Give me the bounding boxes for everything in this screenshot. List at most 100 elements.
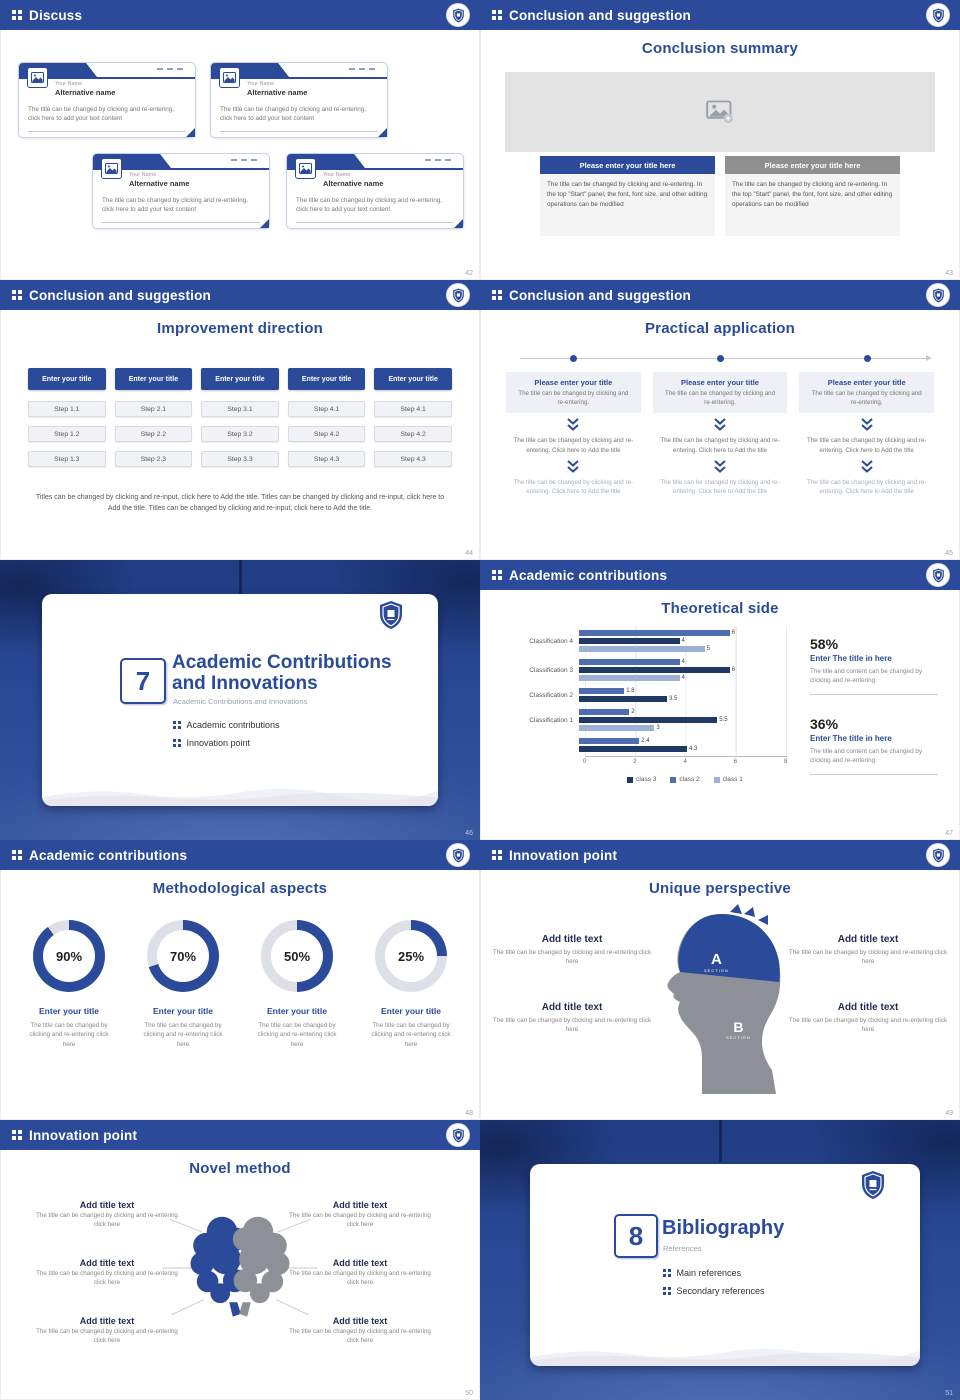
chart-bar	[579, 630, 730, 636]
step-item[interactable]: Step 3.1	[201, 401, 279, 417]
step-item[interactable]: Step 4.3	[287, 451, 366, 467]
slide-43-conclusion-summary[interactable]: Conclusion and suggestion Conclusion sum…	[480, 0, 960, 280]
title-box[interactable]: Please enter your title The title can be …	[799, 372, 935, 414]
enter-title-button[interactable]: Enter your title	[28, 368, 106, 390]
step-item[interactable]: Step 4.1	[287, 401, 366, 417]
donut-body: The title can be changed by clicking and…	[143, 1022, 223, 1048]
step-item[interactable]: Step 4.2	[374, 426, 452, 442]
underline	[220, 131, 378, 132]
section-caption: SECTION	[704, 968, 729, 973]
title-box[interactable]: Please enter your title The title can be …	[506, 372, 641, 414]
donut-body: The title can be changed by clicking and…	[371, 1022, 451, 1048]
profile-folder-card[interactable]: Your Name Alternative name The title can b…	[286, 153, 464, 229]
section-subtitle: Academic Contributions and Innovations	[173, 697, 308, 706]
profile-folder-card[interactable]: Your Name Alternative name The title can b…	[210, 62, 388, 138]
text-block[interactable]: Add title text The title can be changed …	[492, 934, 652, 967]
profile-folder-card[interactable]: Your Name Alternative name The title can b…	[18, 62, 196, 138]
column-subtext: The title can be changed by clicking and…	[664, 390, 776, 406]
university-shield-icon	[378, 600, 404, 630]
chart-value-label: 2	[631, 709, 635, 715]
bullet-item[interactable]: Innovation point	[173, 738, 280, 748]
header-title: Academic contributions	[29, 847, 188, 863]
step-item[interactable]: Step 3.2	[201, 426, 279, 442]
title-button-gray[interactable]: Please enter your title here	[725, 156, 900, 174]
step-item[interactable]: Step 1.2	[28, 426, 106, 442]
enter-title-button[interactable]: Enter your title	[374, 368, 452, 390]
chart-bar-line: 3	[579, 725, 728, 731]
chart-bar-line: 4	[579, 675, 735, 681]
block-title: Add title text	[79, 1258, 135, 1268]
step-item[interactable]: Step 1.1	[28, 401, 106, 417]
profile-folder-card[interactable]: Your Name Alternative name The title can b…	[92, 153, 270, 229]
step-item[interactable]: Step 4.3	[374, 451, 452, 467]
slide-50-novel-method[interactable]: Innovation point Novel method	[0, 1120, 480, 1400]
enter-title-button[interactable]: Enter your title	[114, 368, 193, 390]
step-item[interactable]: Step 2.3	[114, 451, 193, 467]
block-body: The title can be changed by clicking and…	[289, 1328, 431, 1344]
slide-45-practical-application[interactable]: Conclusion and suggestion Practical appl…	[480, 280, 960, 560]
block-title: Add title text	[332, 1258, 388, 1268]
corner-fold-icon	[454, 219, 463, 228]
slide-48-methodological-aspects[interactable]: Academic contributions Methodological as…	[0, 840, 480, 1120]
dash-lines-icon	[157, 68, 187, 70]
chart-value-label: 3	[656, 725, 660, 731]
corner-fold-icon	[378, 128, 387, 137]
donut-percent: 70%	[169, 948, 197, 964]
donut-chart-row: 90% Enter your title The title can be chan…	[12, 920, 468, 1049]
step-item[interactable]: Step 4.1	[374, 401, 452, 417]
chart-value-label: 4	[681, 638, 685, 644]
slide-51-section-bibliography[interactable]: 8 Bibliography References Main reference…	[480, 1120, 960, 1400]
block-body: The title can be changed by clicking and…	[788, 1017, 948, 1034]
section-title: Bibliography	[662, 1217, 785, 1239]
slide-46-section-academic-contributions[interactable]: 7 Academic Contributions and Innovations…	[0, 560, 480, 840]
slide-42-discuss[interactable]: Discuss Your Name Alternative name The tit…	[0, 0, 480, 280]
slide-44-improvement-direction[interactable]: Conclusion and suggestion Improvement di…	[0, 280, 480, 560]
text-block[interactable]: Add title text The title can be changed …	[32, 1258, 182, 1288]
title-button-blue[interactable]: Please enter your title here	[540, 156, 715, 174]
slide-header: Conclusion and suggestion	[480, 0, 960, 30]
improvement-column: Enter your title Step 2.1 Step 2.2 Step 2.3	[114, 368, 193, 467]
donut-item: 25% Enter your title The title can be chan…	[354, 920, 468, 1049]
bullet-item[interactable]: Academic contributions	[173, 720, 280, 730]
enter-title-button[interactable]: Enter your title	[201, 368, 279, 390]
donut-percent: 90%	[55, 948, 83, 964]
text-block[interactable]: Add title text The title can be changed …	[285, 1200, 435, 1230]
step-item[interactable]: Step 2.1	[114, 401, 193, 417]
step-item[interactable]: Step 2.2	[114, 426, 193, 442]
double-chevron-down-icon	[566, 418, 580, 432]
page-number: 45	[945, 550, 953, 557]
tree-trunk-silhouette	[239, 560, 242, 602]
legend-swatch	[713, 776, 720, 783]
chart-bar-line: 4	[579, 659, 735, 665]
text-block[interactable]: Add title text The title can be changed …	[285, 1258, 435, 1288]
chart-bar	[579, 709, 630, 715]
slide-49-unique-perspective[interactable]: Innovation point Unique perspective A SE…	[480, 840, 960, 1120]
text-block[interactable]: Add title text The title can be changed …	[492, 1002, 652, 1035]
text-block[interactable]: Add title text The title can be changed …	[788, 934, 948, 967]
double-chevron-down-icon	[566, 460, 580, 473]
chart-value-label: 6	[731, 667, 736, 673]
text-block[interactable]: Add title text The title can be changed …	[788, 1002, 948, 1035]
text-block[interactable]: Add title text The title can be changed …	[32, 1316, 182, 1346]
slide-47-theoretical-side[interactable]: Academic contributions Theoretical side …	[480, 560, 960, 840]
bullet-item[interactable]: Main references	[663, 1268, 765, 1278]
step-item[interactable]: Step 3.3	[201, 451, 279, 467]
slide-title: Novel method	[189, 1160, 291, 1177]
dash-lines-icon	[231, 159, 261, 161]
image-placeholder[interactable]	[505, 72, 935, 152]
bullet-item[interactable]: Secondary references	[663, 1286, 765, 1296]
block-title: Add title text	[837, 1002, 899, 1013]
chart-value-label: 5.5	[719, 717, 728, 723]
step-item[interactable]: Step 1.3	[28, 451, 106, 467]
donut-title: Enter your title	[39, 1006, 99, 1016]
enter-title-button[interactable]: Enter your title	[287, 368, 366, 390]
text-block[interactable]: Add title text The title can be changed …	[285, 1316, 435, 1346]
alternative-name-label: Alternative name	[247, 88, 308, 97]
block-title: Add title text	[332, 1316, 388, 1326]
title-box[interactable]: Please enter your title The title can be …	[652, 372, 788, 414]
slide-header: Academic contributions	[480, 560, 960, 590]
text-block[interactable]: Add title text The title can be changed …	[32, 1200, 182, 1230]
step-item[interactable]: Step 4.2	[287, 426, 366, 442]
chart-bars: 2.4 4.3	[579, 738, 697, 752]
photo-icon	[27, 67, 48, 88]
